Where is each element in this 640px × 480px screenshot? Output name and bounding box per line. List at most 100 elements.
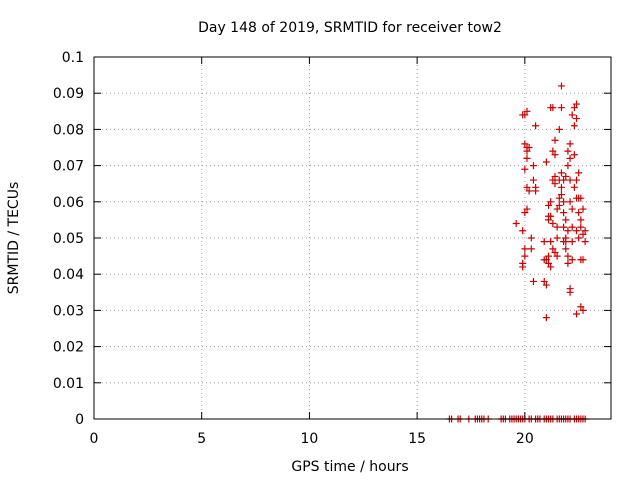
data-point — [581, 238, 589, 246]
data-point — [575, 234, 583, 242]
data-point — [557, 191, 565, 199]
data-point — [523, 154, 531, 162]
y-tick-label: 0 — [75, 412, 84, 428]
data-point — [519, 227, 527, 235]
y-tick-label: 0.09 — [53, 86, 84, 102]
data-point — [527, 245, 535, 253]
data-point — [553, 234, 561, 242]
data-point — [577, 194, 585, 202]
data-point — [551, 151, 559, 159]
data-point — [560, 176, 568, 184]
y-axis-label: SRMTID / TECUs — [6, 182, 22, 295]
data-point — [581, 227, 589, 235]
data-point — [568, 223, 576, 231]
data-point — [562, 245, 570, 253]
data-point — [555, 194, 563, 202]
data-point — [512, 220, 520, 228]
data-point — [577, 223, 585, 231]
data-point — [521, 165, 529, 173]
data-point — [521, 209, 529, 217]
data-point — [551, 172, 559, 180]
data-point — [553, 223, 561, 231]
data-point — [570, 104, 578, 112]
data-point — [560, 209, 568, 217]
data-point — [575, 209, 583, 217]
data-point — [545, 216, 553, 224]
data-point — [549, 104, 557, 112]
data-point — [573, 310, 581, 318]
data-point — [521, 140, 529, 148]
data-point — [549, 147, 557, 155]
data-point — [523, 147, 531, 155]
data-point — [570, 183, 578, 191]
data-point — [557, 169, 565, 177]
data-point — [542, 281, 550, 289]
data-point — [575, 169, 583, 177]
data-point — [553, 252, 561, 260]
x-axis-label: GPS time / hours — [291, 459, 408, 475]
data-point — [560, 238, 568, 246]
data-point — [568, 238, 576, 246]
data-point — [529, 162, 537, 170]
data-point — [560, 198, 568, 206]
data-point — [557, 183, 565, 191]
x-tick-label: 20 — [516, 431, 534, 447]
data-point — [566, 176, 574, 184]
data-point — [545, 259, 553, 267]
data-point — [523, 183, 531, 191]
x-tick-label: 5 — [197, 431, 206, 447]
data-point — [573, 227, 581, 235]
data-point — [521, 245, 529, 253]
data-point — [549, 220, 557, 228]
data-point — [532, 187, 540, 195]
data-point — [529, 277, 537, 285]
data-point — [553, 205, 561, 213]
data-point — [547, 198, 555, 206]
data-point — [545, 252, 553, 260]
data-point — [521, 252, 529, 260]
x-tick-label: 10 — [301, 431, 319, 447]
y-tick-label: 0.05 — [53, 231, 84, 247]
data-point — [573, 100, 581, 108]
data-point — [523, 107, 531, 115]
x-tick-label: 15 — [408, 431, 426, 447]
data-point — [557, 104, 565, 112]
data-point — [564, 252, 572, 260]
y-tick-label: 0.06 — [53, 195, 84, 211]
data-point — [579, 256, 587, 264]
data-point — [566, 140, 574, 148]
data-point — [555, 201, 563, 209]
data-point — [523, 205, 531, 213]
data-point — [557, 82, 565, 90]
data-point — [532, 122, 540, 130]
data-point — [566, 198, 574, 206]
data-point — [577, 303, 585, 311]
axis-ticks — [93, 56, 611, 420]
y-tick-label: 0.1 — [62, 50, 84, 66]
y-tick-label: 0.08 — [53, 122, 84, 138]
data-point — [577, 216, 585, 224]
data-point — [573, 115, 581, 123]
data-point — [555, 125, 563, 133]
data-point — [542, 256, 550, 264]
data-point — [568, 111, 576, 119]
data-point — [570, 122, 578, 130]
data-point — [566, 288, 574, 296]
y-tick-label: 0.03 — [53, 303, 84, 319]
data-point — [545, 201, 553, 209]
data-point — [562, 216, 570, 224]
data-point — [562, 172, 570, 180]
data-point — [547, 263, 555, 271]
data-point — [579, 230, 587, 238]
data-point — [519, 263, 527, 271]
data-point — [551, 248, 559, 256]
data-point — [549, 176, 557, 184]
data-point — [564, 227, 572, 235]
data-point — [527, 234, 535, 242]
data-point — [547, 238, 555, 246]
chart-title: Day 148 of 2019, SRMTID for receiver tow… — [198, 20, 502, 36]
y-tick-label: 0.04 — [53, 267, 84, 283]
data-point — [521, 111, 529, 119]
data-point — [551, 136, 559, 144]
y-tick-label: 0.01 — [53, 376, 84, 392]
